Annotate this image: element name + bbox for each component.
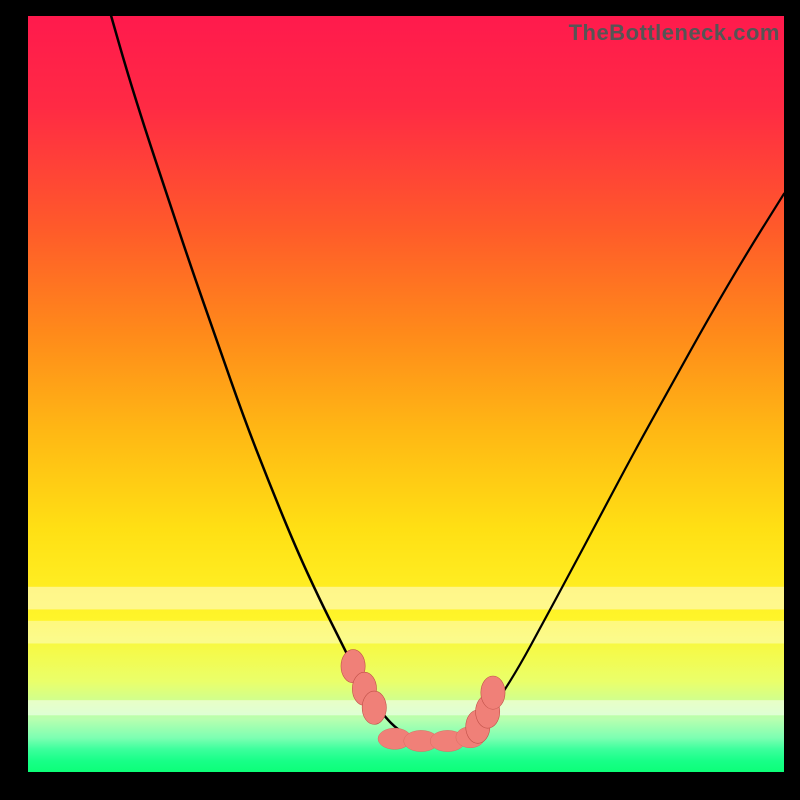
plot-area — [28, 16, 784, 772]
curve-marker-5 — [481, 676, 505, 709]
pale-band-0 — [28, 587, 784, 610]
frame-border-right — [784, 0, 800, 800]
frame-border-bottom — [0, 772, 800, 800]
frame-border-left — [0, 0, 28, 800]
pale-band-1 — [28, 621, 784, 644]
curve-marker-2 — [362, 691, 386, 724]
watermark-text: TheBottleneck.com — [569, 20, 780, 46]
gradient-background — [28, 16, 784, 772]
frame-border-top — [0, 0, 800, 16]
pale-band-2 — [28, 700, 784, 715]
